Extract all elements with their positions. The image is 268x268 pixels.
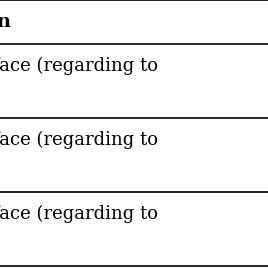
Text: rface (regarding to: rface (regarding to [0, 57, 158, 75]
Text: on: on [0, 13, 11, 31]
Text: rface (regarding to: rface (regarding to [0, 205, 158, 223]
Text: rface (regarding to: rface (regarding to [0, 131, 158, 149]
